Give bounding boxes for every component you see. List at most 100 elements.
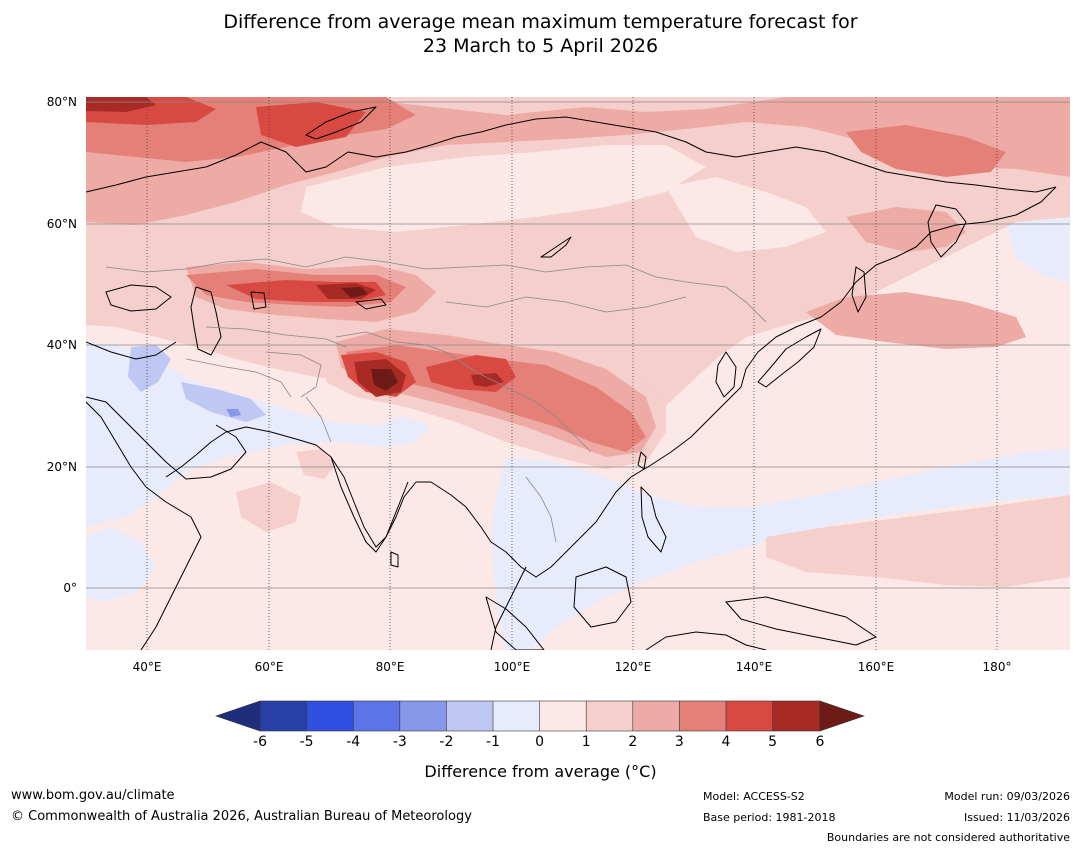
coastline-sumatra <box>485 596 545 650</box>
lat-label-80n: 80°N <box>46 95 77 109</box>
footer-issued: Issued: 11/03/2026 <box>963 811 1070 824</box>
lat-label-0: 0° <box>63 581 77 595</box>
border-india-pakistan <box>305 396 332 443</box>
coastline-black-sea <box>105 284 172 312</box>
colorbar-tick-m6: -6 <box>253 734 267 750</box>
neutral-region-north-east <box>666 177 826 252</box>
colorbar-tick-6: 6 <box>815 734 825 750</box>
coastline-mediterranean <box>86 341 177 360</box>
colorbar-tick-0: 0 <box>535 734 545 750</box>
border-indochina <box>525 476 557 543</box>
colorbar-bin-12 <box>772 701 820 731</box>
colorbar-dividers <box>259 700 821 732</box>
border-central-asia <box>205 326 347 348</box>
lon-label-180: 180° <box>982 660 1012 674</box>
colorbar-tick-m4: -4 <box>346 734 361 750</box>
footer-disclaimer: Boundaries are not considered authoritat… <box>826 831 1070 844</box>
neutral-region-siberia <box>301 145 706 232</box>
border-afghanistan <box>265 351 322 398</box>
coastline-caspian <box>190 286 222 356</box>
coastline-taiwan <box>637 451 647 470</box>
coastline-arabia <box>86 396 247 480</box>
colorbar-bin-6 <box>493 701 540 731</box>
footer-copyright: © Commonwealth of Australia 2026, Austra… <box>11 809 472 824</box>
colorbar <box>215 700 865 732</box>
warm-region-arabia <box>236 482 301 532</box>
coastline-novaya-zemlya <box>305 106 377 140</box>
cool-region-arabia-2 <box>128 345 171 392</box>
colorbar-outline <box>259 700 821 732</box>
lon-label-140e: 140°E <box>735 660 773 674</box>
coastline-sakhalin <box>851 266 867 313</box>
warm-region-india-east <box>296 449 336 479</box>
warm-region-kamchatka <box>846 207 966 252</box>
footer-base-period: Base period: 1981-2018 <box>703 811 836 824</box>
colorbar-bin-1 <box>260 701 307 731</box>
lat-label-20n: 20°N <box>46 460 77 474</box>
cool-region-south-asia <box>491 449 1070 650</box>
warm-region-china-south <box>346 345 646 452</box>
colorbar-bin-11 <box>726 701 773 731</box>
colorbar-extend-high <box>819 700 865 732</box>
footer-model: Model: ACCESS-S2 <box>703 790 805 803</box>
lon-label-80e: 80°E <box>375 660 405 674</box>
cool-region-iran <box>181 382 266 422</box>
warm-region-barents <box>256 102 366 147</box>
coastline-baikal <box>540 236 572 258</box>
colorbar-bin-4 <box>399 701 447 731</box>
coastline-red-sea <box>86 401 147 488</box>
lon-label-60e: 60°E <box>254 660 284 674</box>
coastline-south-asia <box>165 426 597 578</box>
coastline-pacific-east <box>595 186 1057 523</box>
lon-label-120e: 120°E <box>614 660 652 674</box>
colorbar-bin-5 <box>446 701 493 731</box>
coastline-sri-lanka <box>390 551 399 568</box>
anomaly-field <box>86 97 1070 650</box>
coastline-arctic <box>86 116 1057 193</box>
lon-label-160e: 160°E <box>857 660 895 674</box>
borders <box>105 256 767 543</box>
colorbar-bin-9 <box>632 701 680 731</box>
colorbar-tick-m5: -5 <box>299 734 314 750</box>
colorbar-tick-3: 3 <box>674 734 684 750</box>
coastline-kamchatka <box>927 204 967 258</box>
warm-region-tibet-extreme <box>371 369 398 391</box>
coastline-africa-east <box>140 486 202 650</box>
coastlines <box>86 106 1057 650</box>
lon-label-100e: 100°E <box>493 660 531 674</box>
footer-website: www.bom.gov.au/climate <box>11 788 175 803</box>
title-line-1: Difference from average mean maximum tem… <box>223 11 858 33</box>
cool-spot-iran-3 <box>226 409 241 417</box>
coastline-balkhash <box>355 298 387 310</box>
colorbar-bin-3 <box>353 701 400 731</box>
coastline-new-guinea <box>725 596 877 646</box>
colorbar-label: Difference from average (°C) <box>424 762 657 781</box>
colorbar-tick-m3: -3 <box>392 734 407 750</box>
coastline-korea <box>715 351 737 398</box>
footer-model-run: Model run: 09/03/2026 <box>944 790 1070 803</box>
colorbar-tick-5: 5 <box>768 734 778 750</box>
lat-label-60n: 60°N <box>46 217 77 231</box>
coastline-southeast-asia <box>490 566 527 650</box>
colorbar-bin-10 <box>679 701 726 731</box>
temperature-anomaly-map <box>86 97 1070 650</box>
map-title: Difference from average mean maximum tem… <box>0 10 1081 58</box>
cool-region-africa <box>86 527 156 602</box>
border-russia-south <box>105 256 767 323</box>
border-china-mongolia <box>445 296 687 313</box>
colorbar-bin-7 <box>539 701 587 731</box>
colorbar-bin-8 <box>586 701 633 731</box>
colorbar-bin-2 <box>306 701 354 731</box>
border-china-west <box>335 331 592 453</box>
coastline-philippines <box>640 486 667 553</box>
coastline-japan <box>757 328 822 388</box>
border-iran <box>185 358 292 398</box>
warm-region-east-siberia <box>846 125 1006 177</box>
cool-region-east-siberia <box>1006 215 1070 282</box>
lon-label-40e: 40°E <box>132 660 162 674</box>
coastline-aral <box>250 291 267 310</box>
colorbar-extend-low <box>215 700 261 732</box>
warm-region-china-peak <box>471 373 504 387</box>
colorbar-tick-1: 1 <box>581 734 591 750</box>
colorbar-tick-2: 2 <box>628 734 638 750</box>
